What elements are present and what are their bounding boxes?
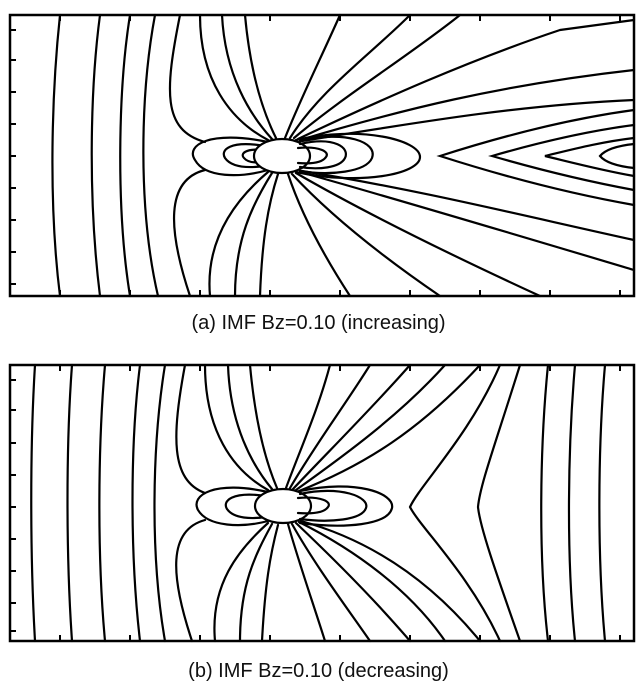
field-line-plot-a [8,13,636,298]
obstacle-b [253,487,313,525]
field-lines-a [51,13,636,298]
panel-a: (a) IMF Bz=0.10 (increasing) [0,0,637,334]
plot-frame-a [8,13,636,298]
obstacle-a [252,137,312,175]
field-lines-b [30,363,607,643]
plot-frame-b [8,363,636,643]
ticks-a [10,15,621,296]
caption-a: (a) IMF Bz=0.10 (increasing) [191,312,446,334]
caption-b: (b) IMF Bz=0.10 (decreasing) [188,660,449,682]
panel-b: (b) IMF Bz=0.10 (decreasing) [0,355,637,682]
field-line-plot-b [8,363,636,643]
